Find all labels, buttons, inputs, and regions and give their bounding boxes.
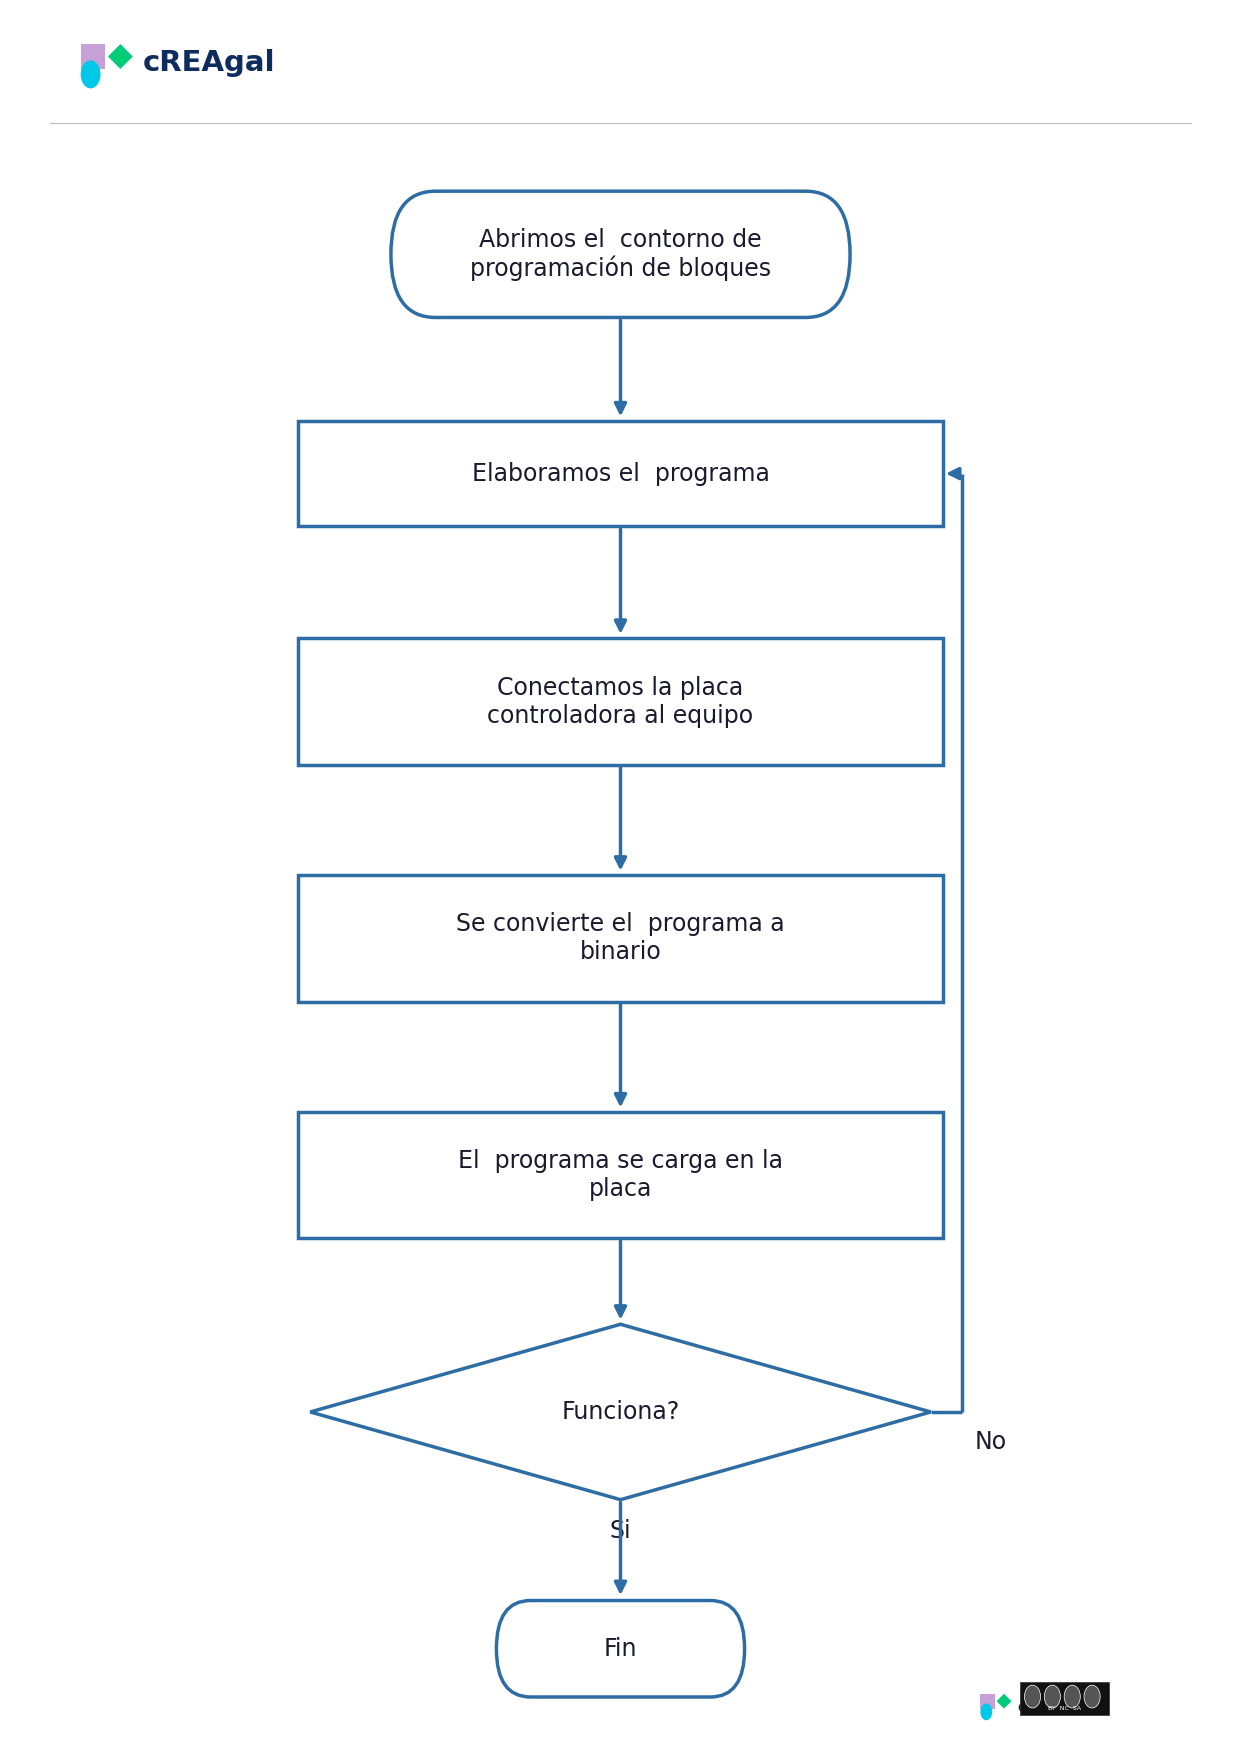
Text: El  programa se carga en la
placa: El programa se carga en la placa — [458, 1149, 783, 1201]
Text: cREAgal: cREAgal — [143, 49, 276, 77]
Polygon shape — [997, 1694, 1011, 1708]
Circle shape — [81, 60, 101, 88]
FancyBboxPatch shape — [298, 1112, 943, 1238]
Text: Se convierte el  programa a
binario: Se convierte el programa a binario — [457, 912, 784, 965]
Polygon shape — [108, 44, 133, 68]
Circle shape — [1085, 1686, 1101, 1708]
Circle shape — [1045, 1686, 1060, 1708]
Text: Fin: Fin — [604, 1636, 637, 1661]
Circle shape — [1025, 1686, 1040, 1708]
FancyBboxPatch shape — [1020, 1682, 1109, 1715]
Circle shape — [1065, 1686, 1080, 1708]
Circle shape — [980, 1703, 993, 1721]
Text: No: No — [974, 1430, 1006, 1454]
FancyBboxPatch shape — [496, 1600, 745, 1698]
FancyBboxPatch shape — [298, 638, 943, 765]
FancyBboxPatch shape — [980, 1694, 995, 1708]
Text: Conectamos la placa
controladora al equipo: Conectamos la placa controladora al equi… — [488, 675, 753, 728]
Text: C: C — [1018, 1701, 1026, 1715]
FancyBboxPatch shape — [298, 421, 943, 526]
Text: Si: Si — [609, 1519, 632, 1544]
Text: Funciona?: Funciona? — [561, 1400, 680, 1424]
Text: Abrimos el  contorno de
programación de bloques: Abrimos el contorno de programación de b… — [470, 228, 771, 281]
FancyBboxPatch shape — [391, 191, 850, 317]
Text: BY  NC  SA: BY NC SA — [1049, 1705, 1081, 1710]
FancyBboxPatch shape — [81, 44, 105, 68]
Text: Elaboramos el  programa: Elaboramos el programa — [472, 461, 769, 486]
FancyBboxPatch shape — [298, 875, 943, 1002]
Polygon shape — [310, 1324, 931, 1500]
